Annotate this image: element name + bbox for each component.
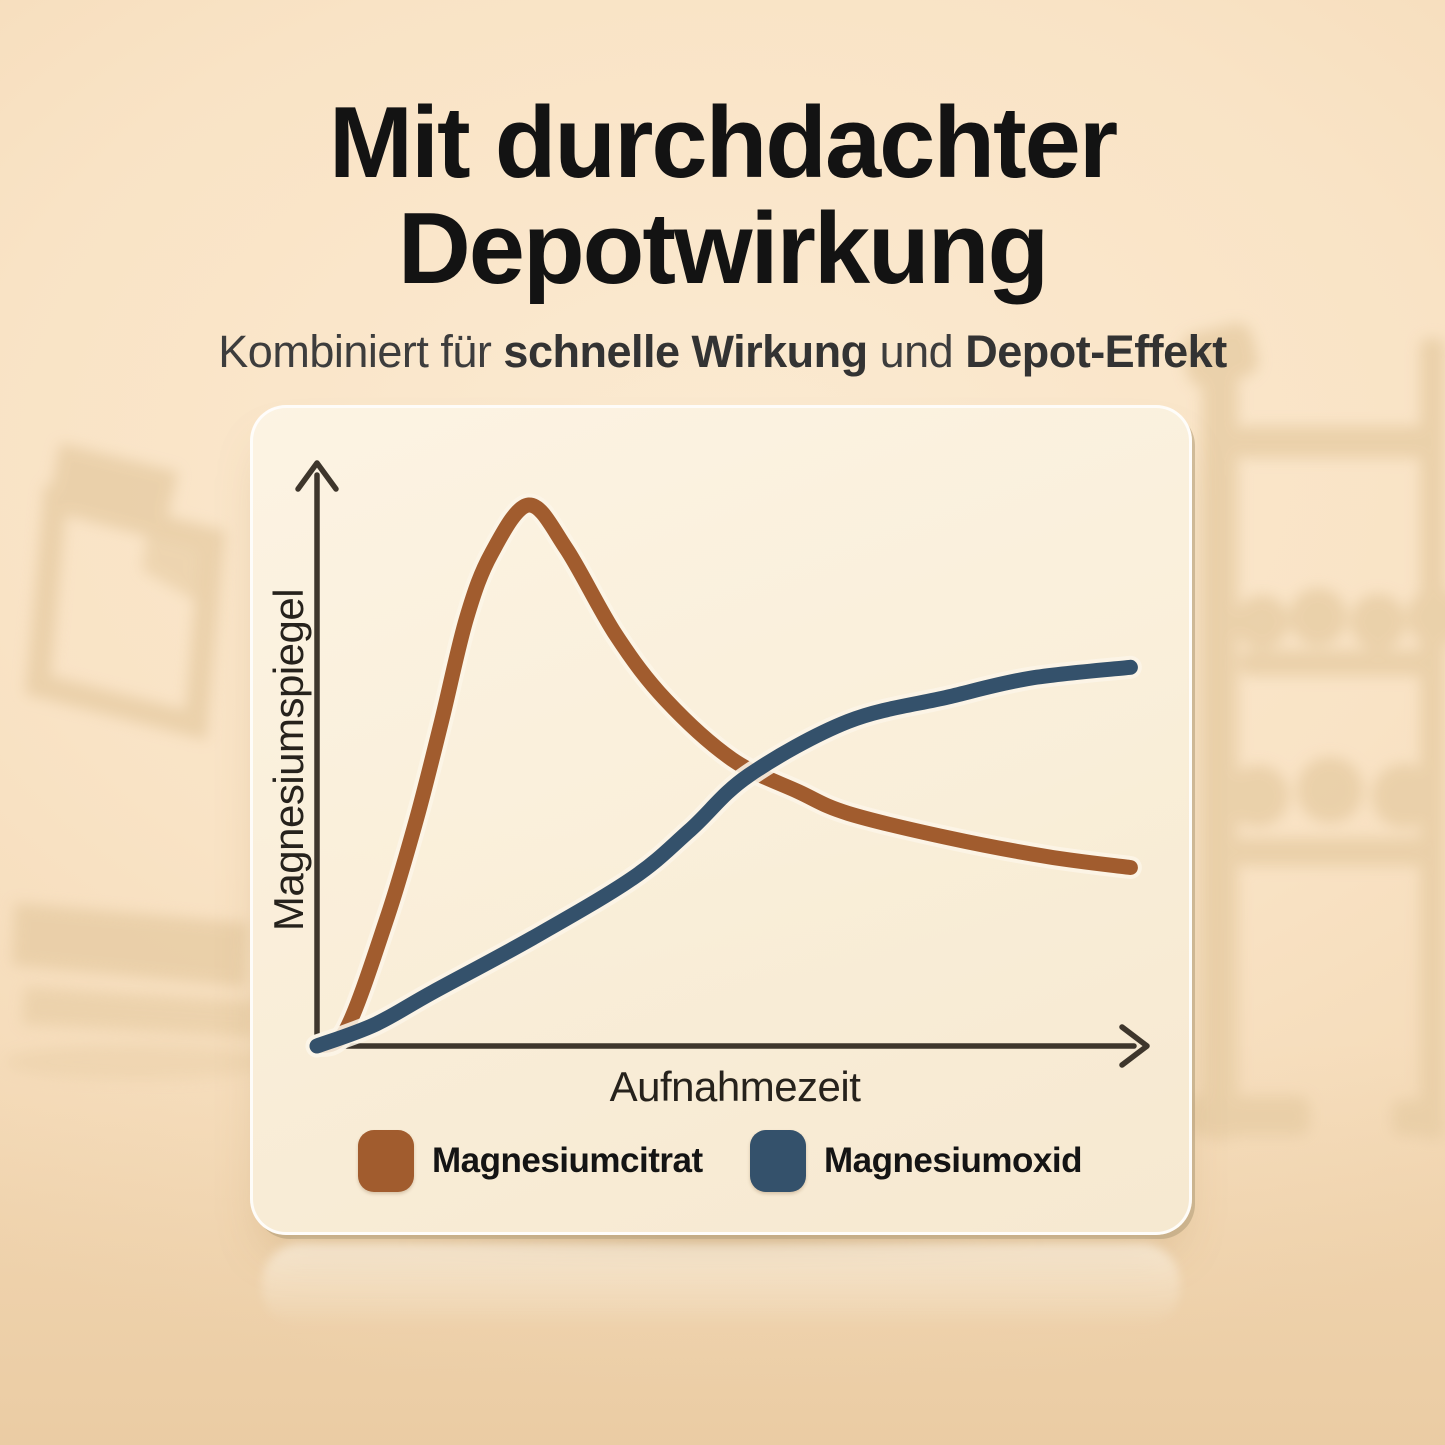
dumbbell-rack-silhouette (1181, 323, 1445, 1140)
x-axis-label: Aufnahmezeit (609, 1063, 861, 1110)
legend-swatch-magnesiumoxid (750, 1130, 806, 1192)
legend-label-magnesiumcitrat: Magnesiumcitrat (432, 1141, 703, 1180)
legend-item-magnesiumoxid: Magnesiumoxid (750, 1130, 1082, 1192)
page-title: Mit durchdachter Depotwirkung (0, 90, 1445, 302)
legend-label-magnesiumoxid: Magnesiumoxid (824, 1141, 1082, 1180)
subtitle-segment: und (867, 326, 966, 377)
legend-item-magnesiumcitrat: Magnesiumcitrat (358, 1130, 703, 1192)
title-line-1: Mit durchdachter (328, 86, 1118, 199)
treadmill-silhouette (5, 443, 275, 1080)
legend-swatch-magnesiumcitrat (358, 1130, 414, 1192)
y-axis-arrowhead-icon (295, 460, 339, 492)
series-line-magnesiumcitrat (309, 497, 1138, 1054)
absorption-chart (295, 460, 1150, 1068)
subtitle-bold-fast-effect: schnelle Wirkung (503, 326, 868, 377)
x-axis-arrowhead-icon (1119, 1024, 1150, 1068)
card-reflection (262, 1243, 1180, 1328)
title-line-2: Depotwirkung (397, 192, 1049, 305)
page-subtitle: Kombiniert für schnelle Wirkung und Depo… (0, 326, 1445, 378)
series-line-magnesiumoxid (309, 659, 1138, 1054)
series-halo-magnesiumcitrat (305, 493, 1142, 1058)
chart-card: Magnesiumspiegel Aufnahmezeit Magnesiumc… (250, 405, 1192, 1235)
y-axis-label: Magnesiumspiegel (265, 588, 312, 932)
subtitle-bold-depot-effect: Depot-Effekt (965, 326, 1227, 377)
subtitle-segment: Kombiniert für (218, 326, 504, 377)
